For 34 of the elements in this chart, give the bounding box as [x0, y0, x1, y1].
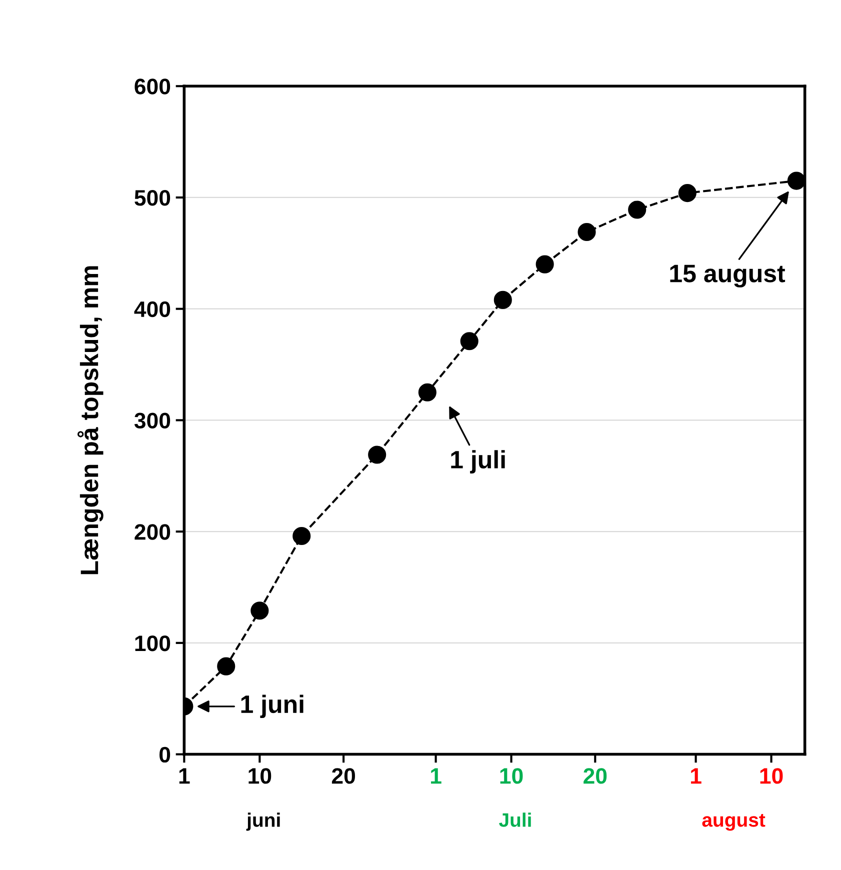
- annotation: 1 juni: [241, 694, 304, 718]
- x-tick-label: 10: [248, 768, 272, 784]
- point: [250, 602, 269, 620]
- point: [536, 255, 554, 274]
- point: [460, 332, 478, 350]
- point: [787, 172, 805, 190]
- point: [678, 184, 696, 202]
- point: [292, 526, 311, 546]
- annotation: 1 juli: [451, 450, 505, 474]
- point: [578, 222, 596, 242]
- text: august: [702, 814, 766, 831]
- point: [494, 290, 512, 309]
- annotation: 15 august: [670, 264, 786, 288]
- point: [217, 657, 236, 676]
- x-tick-label: 20: [584, 768, 607, 784]
- point: [368, 446, 386, 464]
- point: [418, 383, 436, 402]
- text: Juli: [499, 812, 531, 827]
- x-tick-label: 1: [431, 768, 442, 784]
- y-tick-label: 500: [134, 190, 170, 206]
- text: juni: [246, 812, 280, 831]
- x-tick-label: 10: [500, 768, 523, 784]
- x-tick-label: 20: [332, 768, 355, 784]
- x-tick-label: 1: [179, 768, 190, 784]
- y-tick-label: 600: [134, 78, 170, 94]
- y-tick-label: 400: [134, 301, 170, 318]
- x-tick-label: 10: [760, 768, 783, 784]
- point: [628, 200, 646, 219]
- y-tick-label: 200: [134, 524, 170, 540]
- y-tick-label: 0: [160, 746, 170, 763]
- y-tick-label: 300: [134, 412, 170, 429]
- y-axis-title: Længden på topskud, mm: [77, 266, 104, 574]
- y-tick-label: 100: [135, 635, 170, 652]
- x-tick-label: 1: [691, 768, 702, 784]
